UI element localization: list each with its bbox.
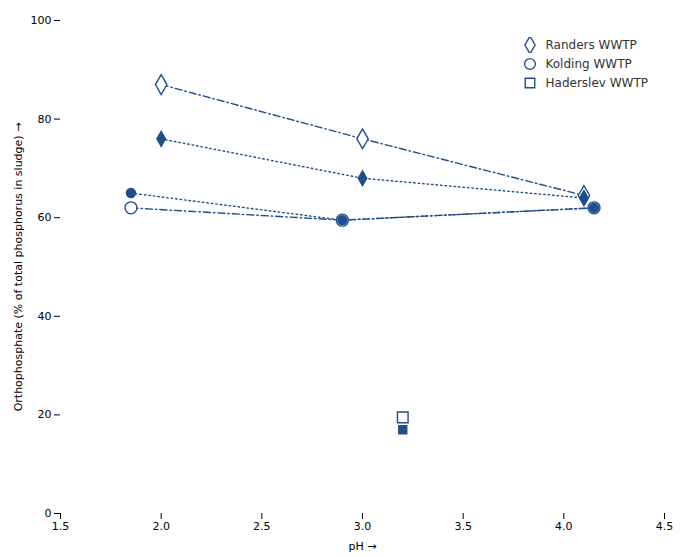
svg-text:4.5: 4.5 [656, 520, 674, 533]
svg-text:20: 20 [38, 408, 52, 421]
svg-text:80: 80 [38, 113, 52, 126]
html-text:Randers WWTP: Randers WWTP [545, 38, 637, 52]
svg-text:3.5: 3.5 [454, 520, 472, 533]
svg-text:100: 100 [31, 14, 52, 27]
svg-text:4.0: 4.0 [555, 520, 573, 533]
svg-text:2.0: 2.0 [152, 520, 170, 533]
svg-text:3.0: 3.0 [354, 520, 372, 533]
svg-text:pH →: pH → [349, 540, 377, 553]
svg-text:Orthophosphate (% of total pho: Orthophosphate (% of total phosphorus in… [12, 123, 25, 412]
svg-text:0: 0 [45, 507, 52, 520]
html-text:Haderslev WWTP: Haderslev WWTP [545, 76, 648, 90]
svg-text:1.5: 1.5 [52, 520, 70, 533]
html-text:Kolding WWTP: Kolding WWTP [545, 57, 632, 71]
svg-text:2.5: 2.5 [253, 520, 271, 533]
svg-text:60: 60 [38, 211, 52, 224]
svg-text:40: 40 [38, 310, 52, 323]
